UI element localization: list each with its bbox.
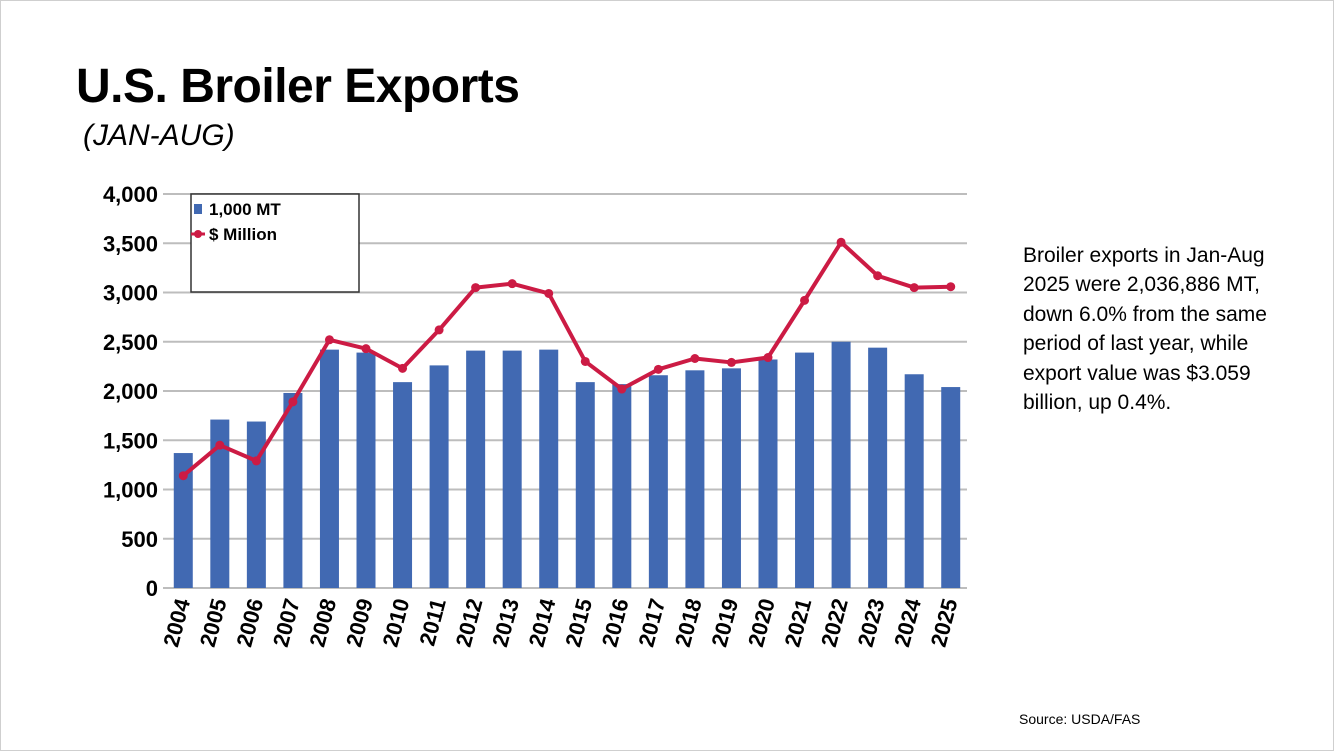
value-point-2009 xyxy=(361,344,371,354)
bar-2009 xyxy=(356,352,376,588)
bar-2021 xyxy=(795,352,815,588)
value-point-2020 xyxy=(763,353,773,363)
x-tick-label: 2015 xyxy=(560,596,597,650)
y-tick-label: 2,500 xyxy=(103,330,158,355)
value-point-2012 xyxy=(471,283,481,293)
x-tick-label: 2005 xyxy=(195,596,232,650)
bar-2019 xyxy=(721,368,741,588)
x-tick-label: 2014 xyxy=(524,595,561,649)
bar-2023 xyxy=(868,347,888,588)
value-point-2018 xyxy=(690,353,700,363)
x-tick-label: 2019 xyxy=(706,596,743,650)
value-point-2024 xyxy=(909,283,919,293)
y-tick-label: 3,500 xyxy=(103,231,158,256)
bar-2007 xyxy=(283,392,303,588)
bar-2017 xyxy=(648,375,668,588)
x-tick-label: 2009 xyxy=(341,596,378,650)
x-tick-label: 2008 xyxy=(304,596,341,650)
bar-2011 xyxy=(429,365,449,588)
bar-2014 xyxy=(539,349,559,588)
x-tick-label: 2010 xyxy=(378,596,415,650)
x-tick-label: 2012 xyxy=(451,596,488,650)
value-line xyxy=(181,240,951,478)
value-point-2022 xyxy=(836,237,846,247)
page-subtitle: (JAN-AUG) xyxy=(83,119,235,152)
summary-note: Broiler exports in Jan-Aug 2025 were 2,0… xyxy=(1023,244,1267,414)
legend-box xyxy=(190,193,360,293)
x-tick-label: 2013 xyxy=(487,596,524,650)
x-tick-label: 2020 xyxy=(743,596,780,650)
bar-2008 xyxy=(319,349,339,588)
bar-2020 xyxy=(758,359,778,588)
value-point-2005 xyxy=(215,440,225,450)
value-point-2006 xyxy=(251,456,261,466)
bar-2015 xyxy=(575,382,595,588)
y-tick-label: 1,500 xyxy=(103,428,158,453)
value-point-2004 xyxy=(178,471,188,481)
bar-2025 xyxy=(941,387,961,588)
y-tick-label: 1,000 xyxy=(103,478,158,503)
value-point-2013 xyxy=(507,279,517,289)
x-tick-label: 2018 xyxy=(670,596,707,650)
broiler-exports-chart: 0 500 1,000 1,500 2,000 2,500 3,000 3,500 4,000 2… xyxy=(103,182,967,650)
bar-2012 xyxy=(466,350,486,588)
value-point-2010 xyxy=(398,363,408,373)
bar-2018 xyxy=(685,370,705,588)
y-tick-label: 0 xyxy=(146,576,158,601)
value-point-2019 xyxy=(726,357,736,367)
source-note: Source: USDA/FAS xyxy=(1019,711,1141,727)
legend-swatch-bar xyxy=(194,204,202,214)
legend-label-mt: 1,000 MT xyxy=(209,200,281,219)
x-tick-label: 2023 xyxy=(853,596,890,650)
x-tick-label: 2022 xyxy=(816,596,853,650)
x-tick-label: 2016 xyxy=(597,596,634,650)
x-tick-label: 2021 xyxy=(780,596,817,650)
value-point-2017 xyxy=(653,364,663,374)
value-point-2016 xyxy=(617,384,627,394)
value-point-2014 xyxy=(544,288,554,298)
x-tick-label: 2011 xyxy=(414,596,451,649)
value-point-2008 xyxy=(324,335,334,345)
bar-2010 xyxy=(393,382,413,588)
value-point-2011 xyxy=(434,325,444,335)
x-tick-label: 2024 xyxy=(889,595,926,649)
value-point-2015 xyxy=(580,356,590,366)
x-tick-label: 2007 xyxy=(268,596,305,650)
bar-2006 xyxy=(246,421,266,588)
y-tick-label: 4,000 xyxy=(103,182,158,207)
legend-label-usd: $ Million xyxy=(209,225,277,244)
value-point-2023 xyxy=(873,271,883,281)
value-point-2025 xyxy=(946,282,956,292)
y-tick-label: 2,000 xyxy=(103,379,158,404)
y-tick-label: 3,000 xyxy=(103,281,158,306)
value-point-2021 xyxy=(800,295,810,305)
x-tick-label: 2025 xyxy=(926,596,963,650)
value-point-2007 xyxy=(288,397,298,407)
bar-2016 xyxy=(612,384,632,588)
bar-2013 xyxy=(502,350,522,588)
x-tick-label: 2017 xyxy=(633,596,670,650)
x-tick-label: 2006 xyxy=(231,596,268,650)
bar-2005 xyxy=(210,419,230,588)
legend-swatch-marker xyxy=(194,230,202,238)
page-title: U.S. Broiler Exports xyxy=(76,60,520,113)
bar-2022 xyxy=(831,341,851,588)
bar-2024 xyxy=(904,374,924,588)
bar-2004 xyxy=(173,453,193,588)
x-tick-label: 2004 xyxy=(158,595,195,649)
y-tick-label: 500 xyxy=(121,527,158,552)
